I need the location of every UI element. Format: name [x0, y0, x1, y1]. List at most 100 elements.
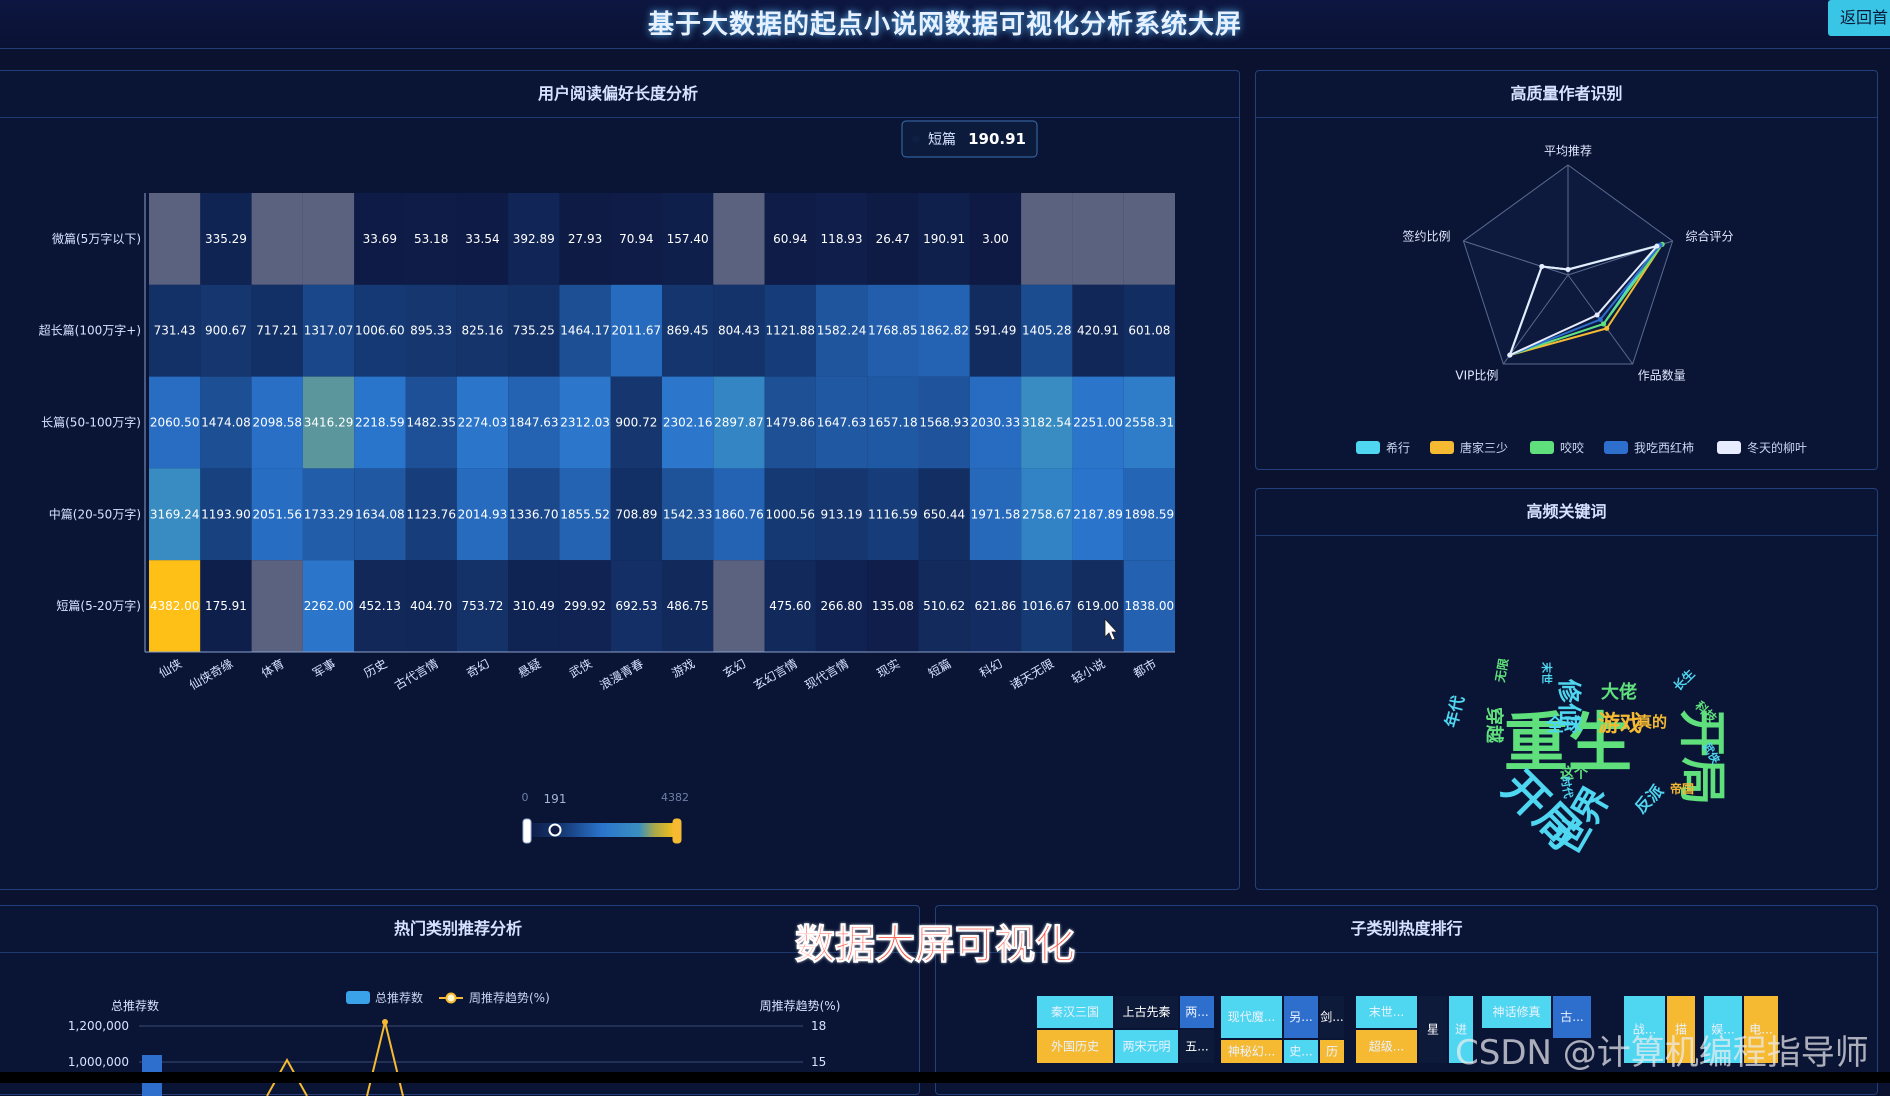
rec-legend-line-marker — [445, 992, 457, 1004]
heatmap-cell-label: 619.00 — [1077, 599, 1119, 613]
treemap-node-label: 外国历史 — [1051, 1040, 1099, 1054]
heatmap-cell — [149, 560, 201, 652]
heatmap-cell-label: 404.70 — [410, 599, 452, 613]
heatmap-cell — [969, 560, 1022, 652]
keyword-word: 大佬 — [1601, 681, 1637, 703]
treemap-node-label: 战... — [1633, 1023, 1656, 1037]
heatmap-cell-label: 1000.56 — [765, 507, 815, 521]
heatmap-cell-label: 190.91 — [923, 232, 965, 246]
treemap-node-label: 史... — [1289, 1045, 1312, 1059]
heatmap-cell — [405, 560, 457, 652]
heatmap-cell — [713, 284, 765, 377]
heatmap-cell — [456, 193, 509, 285]
heatmap-x-label: 仙侠 — [156, 656, 184, 680]
heatmap-cell-label: 33.69 — [363, 232, 397, 246]
treemap-node-label: 古... — [1560, 1009, 1583, 1024]
treemap-node — [1447, 994, 1475, 1065]
heatmap-cell — [1123, 560, 1175, 652]
heatmap-cell — [559, 284, 611, 377]
reading-length-panel: 用户阅读偏好长度分析 微篇(5万字以下) 335.29 33.69 53.18 33.5… — [0, 70, 1240, 890]
treemap-node-label: 描 — [1675, 1023, 1687, 1037]
radar-axis — [1502, 274, 1569, 365]
heatmap-cell — [251, 376, 303, 469]
keyword-word: 重生 — [1504, 707, 1632, 781]
treemap-node-label: 进 — [1455, 1023, 1467, 1037]
heatmap-cell — [764, 193, 816, 285]
heatmap-cell-label: 735.25 — [513, 324, 555, 338]
heatmap-cell-label: 601.08 — [1128, 324, 1170, 338]
heatmap-cell — [302, 193, 355, 285]
heatmap-cell — [1123, 468, 1175, 561]
heatmap-cell — [969, 468, 1022, 561]
tooltip-marker — [912, 135, 920, 143]
heatmap-cell-label: 2051.56 — [252, 507, 302, 521]
radar-indicator-label: 平均推荐 — [1544, 144, 1592, 158]
keyword-word: 无限 — [1492, 657, 1511, 684]
heatmap-cell — [918, 376, 970, 469]
heatmap-cell-label: 510.62 — [923, 599, 965, 613]
heatmap-x-label: 古代言情 — [392, 656, 441, 693]
heatmap-cell-label: 2758.67 — [1022, 507, 1072, 521]
heatmap-cell — [559, 376, 611, 469]
reading-length-heatmap[interactable]: 微篇(5万字以下) 335.29 33.69 53.18 33.54 392.89 27.9… — [0, 117, 1241, 891]
heatmap-x-label: 游戏 — [669, 656, 697, 680]
treemap-node-label: 娱... — [1711, 1023, 1734, 1037]
heatmap-x-label: 奇幻 — [464, 656, 492, 680]
subcategory-title: 子类别热度排行 — [936, 906, 1877, 953]
keyword-word: 真的 — [1637, 713, 1667, 731]
heatmap-cell — [867, 468, 919, 561]
heatmap-cell — [815, 376, 868, 469]
heatmap-cell-label: 2251.00 — [1073, 416, 1123, 430]
heatmap-cell-label: 2897.87 — [714, 416, 764, 430]
heatmap-cell — [610, 193, 662, 285]
heatmap-cell — [610, 560, 662, 652]
heatmap-cell — [251, 284, 303, 377]
treemap-node-label: 剑... — [1320, 1009, 1343, 1024]
heatmap-cell — [251, 560, 303, 652]
visual-map-max-label: 4382 — [661, 791, 689, 804]
heatmap-cell — [610, 376, 662, 469]
recommend-title: 热门类别推荐分析 — [0, 906, 919, 953]
heatmap-cell-label: 1847.63 — [509, 416, 559, 430]
page-title: 基于大数据的起点小说网数据可视化分析系统大屏 — [647, 10, 1242, 40]
radar-series-line — [1508, 244, 1660, 358]
heatmap-cell-label: 913.19 — [821, 507, 863, 521]
heatmap-cell-label: 1336.70 — [509, 507, 559, 521]
heatmap-cell — [713, 193, 765, 285]
heatmap-cell-label: 3169.24 — [150, 507, 200, 521]
heatmap-x-label: 轻小说 — [1069, 656, 1108, 687]
heatmap-cell — [1021, 376, 1073, 469]
heatmap-cell-label: 33.54 — [465, 232, 499, 246]
heatmap-cell — [405, 468, 457, 561]
heatmap-y-label: 短篇(5-20万字) — [56, 598, 141, 613]
heatmap-cell — [867, 284, 919, 377]
heatmap-cell — [149, 284, 201, 377]
keyword-word: 帝国 — [1670, 781, 1694, 796]
back-home-button[interactable]: 返回首 — [1828, 0, 1890, 36]
rec-y-left-label: 总推荐数 — [111, 998, 159, 1013]
rec-y-left-tick: 1,000,000 — [68, 1055, 129, 1069]
heatmap-cell-label: 2218.59 — [355, 416, 405, 430]
keyword-panel: 高频关键词 重生 开局 开局 世界 游戏 大佬 全球 修仙 穿越 年代 真的 这个 反派 帝国 无限 长生 科技… — [1255, 488, 1878, 890]
heatmap-cell-label: 135.08 — [872, 599, 914, 613]
heatmap-cell — [815, 560, 868, 652]
heatmap-cell-label: 753.72 — [461, 599, 503, 613]
heatmap-cell — [1123, 376, 1175, 469]
radar-legend-swatch — [1604, 441, 1628, 454]
heatmap-x-label: 玄幻言情 — [751, 656, 800, 693]
heatmap-x-label: 短篇 — [925, 656, 953, 681]
heatmap-cell-label: 452.13 — [359, 599, 401, 613]
heatmap-cell-label: 731.43 — [154, 324, 196, 338]
treemap-node-label: 两... — [1185, 1005, 1208, 1019]
heatmap-cell-label: 1116.59 — [868, 507, 918, 521]
rec-y-right-tick: 15 — [811, 1055, 826, 1069]
heatmap-cell-label: 1405.28 — [1022, 324, 1072, 338]
watermark: CSDN @计算机编程指导师 — [1455, 1033, 1869, 1073]
heatmap-cell-label: 310.49 — [513, 599, 555, 613]
heatmap-cell — [918, 193, 970, 285]
heatmap-x-label: 现代言情 — [802, 656, 851, 692]
radar-indicator-label: 综合评分 — [1686, 229, 1734, 244]
